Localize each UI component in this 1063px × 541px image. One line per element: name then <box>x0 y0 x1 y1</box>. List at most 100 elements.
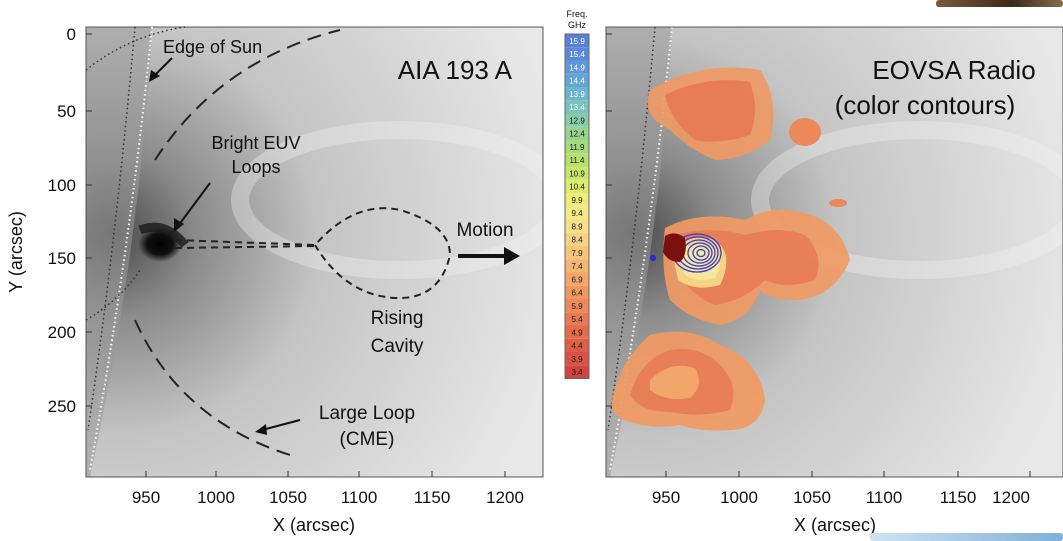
colorbar-cell <box>565 299 589 313</box>
colorbar-label: 4.4 <box>571 342 583 351</box>
x-tick-label: 1100 <box>866 488 903 507</box>
colorbar-cell <box>565 312 589 326</box>
x-tick-label: 1050 <box>269 488 307 507</box>
colorbar-cell <box>565 100 589 114</box>
x-tick-label: 1000 <box>197 488 235 507</box>
colorbar-label: 7.9 <box>571 249 583 258</box>
colorbar-cell <box>565 259 589 273</box>
x-tick-label: 1150 <box>940 488 977 507</box>
colorbar-label: 14.4 <box>569 77 585 86</box>
colorbar-cell <box>565 166 589 180</box>
colorbar-cell <box>565 206 589 220</box>
colorbar-border <box>564 33 590 379</box>
title-aia-193: AIA 193 A <box>398 55 513 85</box>
x-tick-label: 1100 <box>341 488 378 507</box>
colorbar-cell <box>565 325 589 339</box>
colorbar-label: 9.9 <box>571 196 583 205</box>
colorbar-cell <box>565 126 589 140</box>
colorbar-cell <box>565 232 589 246</box>
large-loop-upper-dashed-line <box>154 29 341 161</box>
colorbar-cell <box>565 113 589 127</box>
colorbar-cell <box>565 272 589 286</box>
edge-of-sun-outer-dotted-line <box>87 26 136 431</box>
colorbar-cell <box>565 47 589 61</box>
right-x-axis-label: X (arcsec) <box>794 515 876 535</box>
colorbar-cell <box>565 246 589 260</box>
colorbar-label: 4.9 <box>571 328 583 337</box>
colorbar-cell <box>565 60 589 74</box>
y-tick-label: 50 <box>57 102 76 121</box>
colorbar-cell <box>565 179 589 193</box>
y-tick-label: 0 <box>67 25 76 44</box>
title-eovsa-radio-line2: (color contours) <box>835 90 1016 120</box>
colorbar-label: 3.4 <box>571 368 583 377</box>
radio-contour-middle <box>650 209 850 325</box>
colorbar-label: 11.4 <box>570 156 586 165</box>
large-loop-lower-dashed-line <box>134 319 291 456</box>
colorbar-label: 15.4 <box>569 50 585 59</box>
colorbar-label: 5.9 <box>571 302 583 311</box>
colorbar-label: 14.9 <box>569 63 585 72</box>
left-x-axis-label: X (arcsec) <box>273 515 355 535</box>
y-tick-label: 150 <box>48 249 76 268</box>
colorbar-cell <box>565 73 589 87</box>
x-tick-label: 1050 <box>793 488 831 507</box>
corner-image-fragment <box>870 533 1063 541</box>
colorbar-label: 12.4 <box>569 130 585 139</box>
left-y-axis-label: Y (arcsec) <box>6 211 26 293</box>
label-bright-euv-line1: Bright EUV <box>211 133 300 153</box>
label-rising-line2: Cavity <box>371 336 424 357</box>
colorbar-label: 5.4 <box>571 315 583 324</box>
label-large-loop-line2: (CME) <box>340 429 395 450</box>
radio-contour-upper <box>647 67 847 207</box>
colorbar-label: 8.4 <box>571 236 583 245</box>
colorbar-label: 12.9 <box>569 116 585 125</box>
y-tick-label: 250 <box>48 397 76 416</box>
x-tick-label: 1200 <box>992 488 1030 507</box>
colorbar-cell <box>565 352 589 366</box>
left-y-ticks: 0 50 100 150 200 250 <box>48 25 92 416</box>
left-x-ticks: 950 1000 1050 1100 1150 1200 <box>132 471 524 507</box>
y-tick-label: 100 <box>48 176 76 195</box>
colorbar-title-line1: Freq. <box>566 9 587 19</box>
colorbar-cell <box>565 87 589 101</box>
colorbar-cell <box>565 153 589 167</box>
x-tick-label: 950 <box>652 488 680 507</box>
title-eovsa-radio-line1: EOVSA Radio <box>872 55 1035 85</box>
colorbar-label: 7.4 <box>571 262 583 271</box>
colorbar-label: 15.9 <box>569 37 585 46</box>
colorbar-label: 8.9 <box>571 222 583 231</box>
label-bright-euv-line2: Loops <box>231 157 280 177</box>
frequency-colorbar: Freq. GHz 15.9 15.4 14.9 14.4 13.9 13.4 12.9 12… <box>564 9 590 379</box>
x-tick-label: 1200 <box>486 488 524 507</box>
colorbar-label: 6.9 <box>571 275 583 284</box>
right-panel: EOVSA Radio (color contours) 950 1000 10… <box>605 26 1063 535</box>
colorbar-cell <box>565 34 589 48</box>
right-x-ticks: 950 1000 1050 1100 1150 1200 <box>652 471 1031 507</box>
right-y-ticks <box>606 33 612 407</box>
x-tick-label: 950 <box>132 488 160 507</box>
colorbar-cell <box>565 338 589 352</box>
colorbar-cell <box>565 193 589 207</box>
x-tick-label: 1150 <box>414 488 451 507</box>
x-tick-label: 1000 <box>720 488 758 507</box>
colorbar-label: 11.9 <box>570 143 586 152</box>
colorbar-label: 10.4 <box>569 183 585 192</box>
label-edge-of-sun: Edge of Sun <box>163 37 262 57</box>
colorbar-label: 10.9 <box>569 169 585 178</box>
label-large-loop-line1: Large Loop <box>319 403 415 424</box>
y-tick-label: 200 <box>48 323 76 342</box>
colorbar-cell <box>565 285 589 299</box>
left-loop-glow <box>231 121 543 279</box>
colorbar-cell <box>565 219 589 233</box>
colorbar-cell <box>565 140 589 154</box>
colorbar-label: 13.9 <box>569 90 585 99</box>
radio-contour-lower <box>611 331 765 431</box>
corner-photo-fragment <box>936 0 1063 7</box>
left-limb-darkening <box>86 27 152 477</box>
colorbar-label: 9.4 <box>571 209 583 218</box>
colorbar-label: 3.9 <box>571 355 583 364</box>
colorbar-cell <box>565 365 589 379</box>
colorbar-title-line2: GHz <box>568 20 587 30</box>
